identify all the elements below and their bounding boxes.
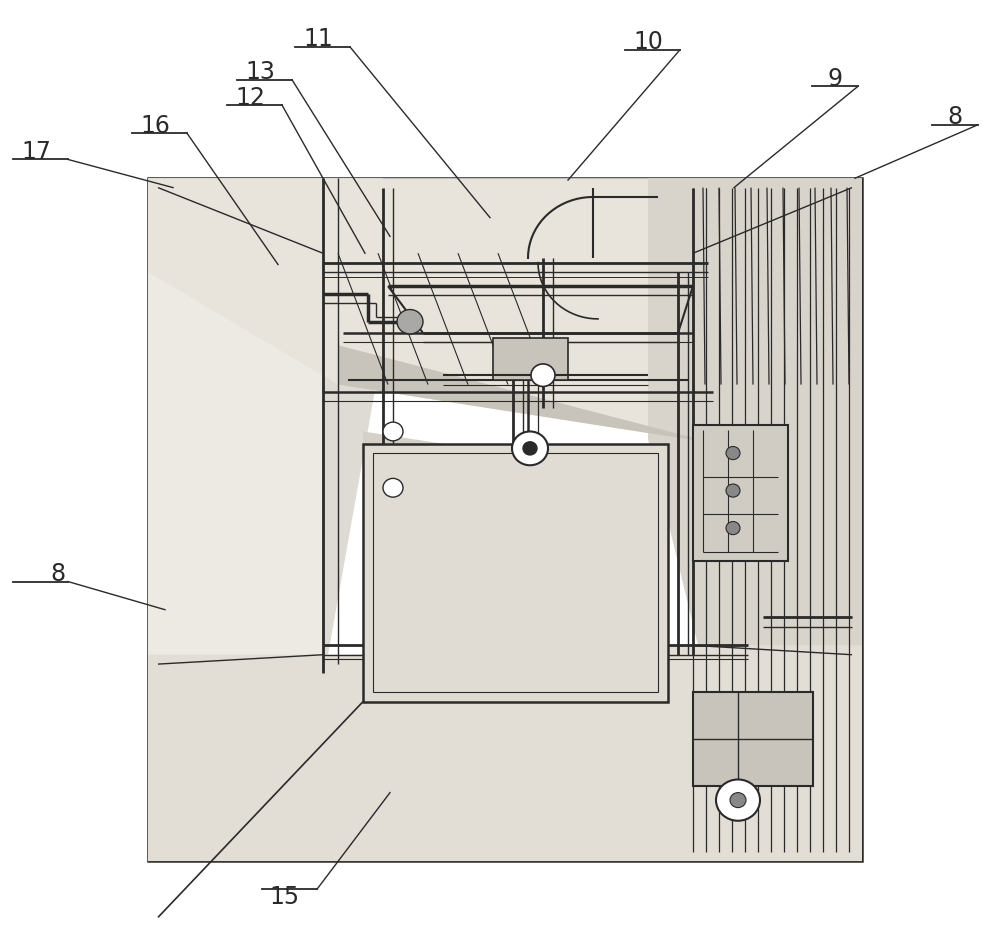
Text: 13: 13 xyxy=(245,60,275,84)
Bar xyxy=(693,425,788,561)
Bar xyxy=(148,178,862,861)
Text: 9: 9 xyxy=(828,67,842,91)
Circle shape xyxy=(716,779,760,821)
Bar xyxy=(493,338,568,380)
Circle shape xyxy=(531,364,555,386)
Circle shape xyxy=(397,310,423,334)
Polygon shape xyxy=(338,345,698,441)
Circle shape xyxy=(726,522,740,535)
Text: 10: 10 xyxy=(633,30,663,54)
Circle shape xyxy=(730,793,746,808)
Text: 8: 8 xyxy=(50,562,66,586)
Text: 11: 11 xyxy=(303,27,333,52)
Polygon shape xyxy=(148,233,323,655)
Circle shape xyxy=(726,446,740,460)
Polygon shape xyxy=(148,645,862,861)
Circle shape xyxy=(383,422,403,441)
Polygon shape xyxy=(148,178,383,655)
Polygon shape xyxy=(148,178,862,441)
Circle shape xyxy=(726,484,740,497)
Circle shape xyxy=(512,431,548,465)
Bar xyxy=(693,692,813,786)
Polygon shape xyxy=(648,178,862,861)
Bar xyxy=(373,453,658,692)
Circle shape xyxy=(383,478,403,497)
Text: 8: 8 xyxy=(947,105,963,129)
Text: 17: 17 xyxy=(21,140,51,164)
Bar xyxy=(363,444,668,702)
Text: 12: 12 xyxy=(235,85,265,110)
Polygon shape xyxy=(363,431,668,561)
Text: 16: 16 xyxy=(140,113,170,138)
Text: 15: 15 xyxy=(270,885,300,909)
Circle shape xyxy=(523,442,537,455)
